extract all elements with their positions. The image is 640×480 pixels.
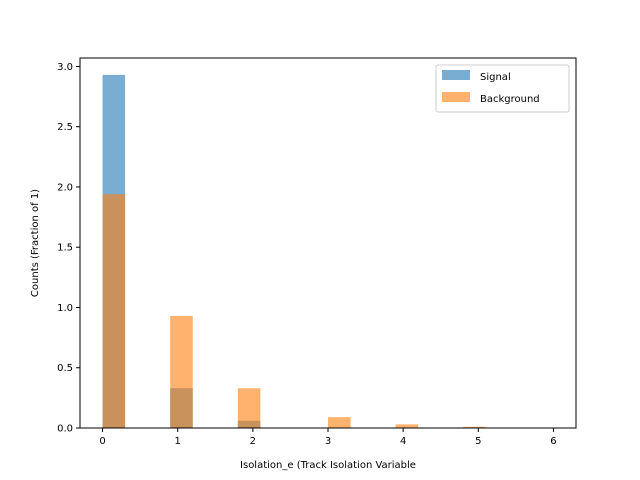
legend-swatch-background [442,92,470,102]
x-tick-label-4: 4 [400,436,406,447]
legend: Signal Background [435,64,570,113]
y-tick-label-6: 3.0 [57,62,73,73]
x-tick-label-5: 5 [475,436,481,447]
bar-background-1 [170,315,193,428]
y-tick-label-4: 2.0 [57,182,73,193]
bar-background-3 [328,417,351,428]
x-tick-label-1: 1 [175,436,181,447]
y-tick-label-2: 1.0 [57,303,73,314]
bar-background-5 [463,426,486,428]
x-tick-label-2: 2 [250,436,256,447]
legend-label-background: Background [480,94,540,105]
y-tick-label-3: 1.5 [57,243,73,254]
x-tick-label-0: 0 [99,436,105,447]
legend-label-signal: Signal [480,72,511,83]
x-axis-label: Isolation_e (Track Isolation Variable [240,460,416,471]
y-axis-ticks: 0.0 0.5 1.0 1.5 2.0 2.5 3.0 [57,62,80,435]
bar-background-4 [395,424,419,428]
bar-background-2 [237,388,261,428]
bars-layer [102,74,486,429]
bar-background-0 [102,194,126,428]
legend-swatch-signal [442,70,470,80]
x-axis-ticks: 0 1 2 3 4 5 6 [99,428,557,447]
x-tick-label-3: 3 [325,436,331,447]
x-tick-label-6: 6 [550,436,556,447]
y-tick-label-1: 0.5 [57,363,73,374]
y-tick-label-0: 0.0 [57,424,73,435]
y-axis-label: Counts (Fraction of 1) [30,189,41,297]
y-tick-label-5: 2.5 [57,122,73,133]
